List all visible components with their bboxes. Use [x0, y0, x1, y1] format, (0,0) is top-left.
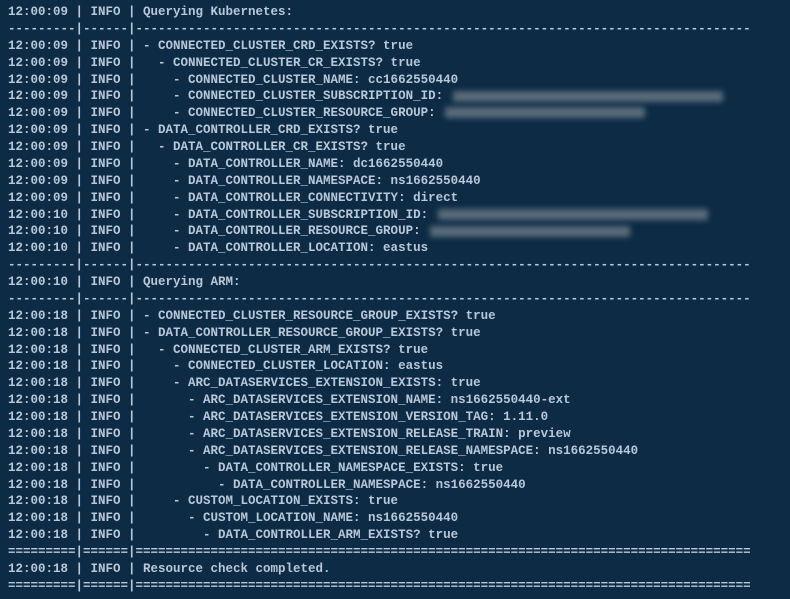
log-line: 12:00:18 | INFO | - CONNECTED_CLUSTER_AR…: [8, 342, 782, 359]
log-line: 12:00:18 | INFO | - DATA_CONTROLLER_NAME…: [8, 460, 782, 477]
log-line: 12:00:09 | INFO | - DATA_CONTROLLER_NAME…: [8, 156, 782, 173]
log-line: 12:00:18 | INFO | - DATA_CONTROLLER_NAME…: [8, 477, 782, 494]
log-line: 12:00:18 | INFO | - DATA_CONTROLLER_RESO…: [8, 325, 782, 342]
divider: ---------|------|-----------------------…: [8, 21, 782, 38]
log-line: 12:00:10 | INFO | - DATA_CONTROLLER_RESO…: [8, 223, 782, 240]
log-line: 12:00:18 | INFO | - DATA_CONTROLLER_ARM_…: [8, 527, 782, 544]
log-output: 12:00:09 | INFO | Querying Kubernetes:--…: [8, 4, 782, 595]
redacted-value: x: [453, 91, 723, 102]
log-line: 12:00:10 | INFO | Querying ARM:: [8, 274, 782, 291]
log-line: 12:00:18 | INFO | - ARC_DATASERVICES_EXT…: [8, 443, 782, 460]
log-line: 12:00:18 | INFO | - CUSTOM_LOCATION_EXIS…: [8, 493, 782, 510]
log-line: 12:00:09 | INFO | - CONNECTED_CLUSTER_CR…: [8, 38, 782, 55]
divider: ---------|------|-----------------------…: [8, 291, 782, 308]
log-line: 12:00:18 | INFO | - CONNECTED_CLUSTER_LO…: [8, 358, 782, 375]
divider: =========|======|=======================…: [8, 544, 782, 561]
log-line: 12:00:09 | INFO | - CONNECTED_CLUSTER_RE…: [8, 105, 782, 122]
log-line: 12:00:09 | INFO | - DATA_CONTROLLER_CONN…: [8, 190, 782, 207]
log-line: 12:00:18 | INFO | - ARC_DATASERVICES_EXT…: [8, 375, 782, 392]
log-line: 12:00:10 | INFO | - DATA_CONTROLLER_SUBS…: [8, 207, 782, 224]
log-line: 12:00:09 | INFO | - CONNECTED_CLUSTER_SU…: [8, 88, 782, 105]
log-line: 12:00:18 | INFO | - ARC_DATASERVICES_EXT…: [8, 426, 782, 443]
log-line: 12:00:10 | INFO | - DATA_CONTROLLER_LOCA…: [8, 240, 782, 257]
divider: ---------|------|-----------------------…: [8, 257, 782, 274]
log-line: 12:00:18 | INFO | Resource check complet…: [8, 561, 782, 578]
log-line: 12:00:18 | INFO | - ARC_DATASERVICES_EXT…: [8, 409, 782, 426]
log-line: 12:00:09 | INFO | - DATA_CONTROLLER_NAME…: [8, 173, 782, 190]
redacted-value: x: [430, 226, 630, 237]
log-line: 12:00:18 | INFO | - CONNECTED_CLUSTER_RE…: [8, 308, 782, 325]
log-line: 12:00:18 | INFO | - ARC_DATASERVICES_EXT…: [8, 392, 782, 409]
redacted-value: x: [438, 209, 708, 220]
divider: =========|======|=======================…: [8, 578, 782, 595]
log-line: 12:00:09 | INFO | - DATA_CONTROLLER_CRD_…: [8, 122, 782, 139]
log-line: 12:00:09 | INFO | - DATA_CONTROLLER_CR_E…: [8, 139, 782, 156]
redacted-value: x: [445, 107, 645, 118]
log-line: 12:00:09 | INFO | Querying Kubernetes:: [8, 4, 782, 21]
log-line: 12:00:18 | INFO | - CUSTOM_LOCATION_NAME…: [8, 510, 782, 527]
log-line: 12:00:09 | INFO | - CONNECTED_CLUSTER_CR…: [8, 55, 782, 72]
log-line: 12:00:09 | INFO | - CONNECTED_CLUSTER_NA…: [8, 72, 782, 89]
